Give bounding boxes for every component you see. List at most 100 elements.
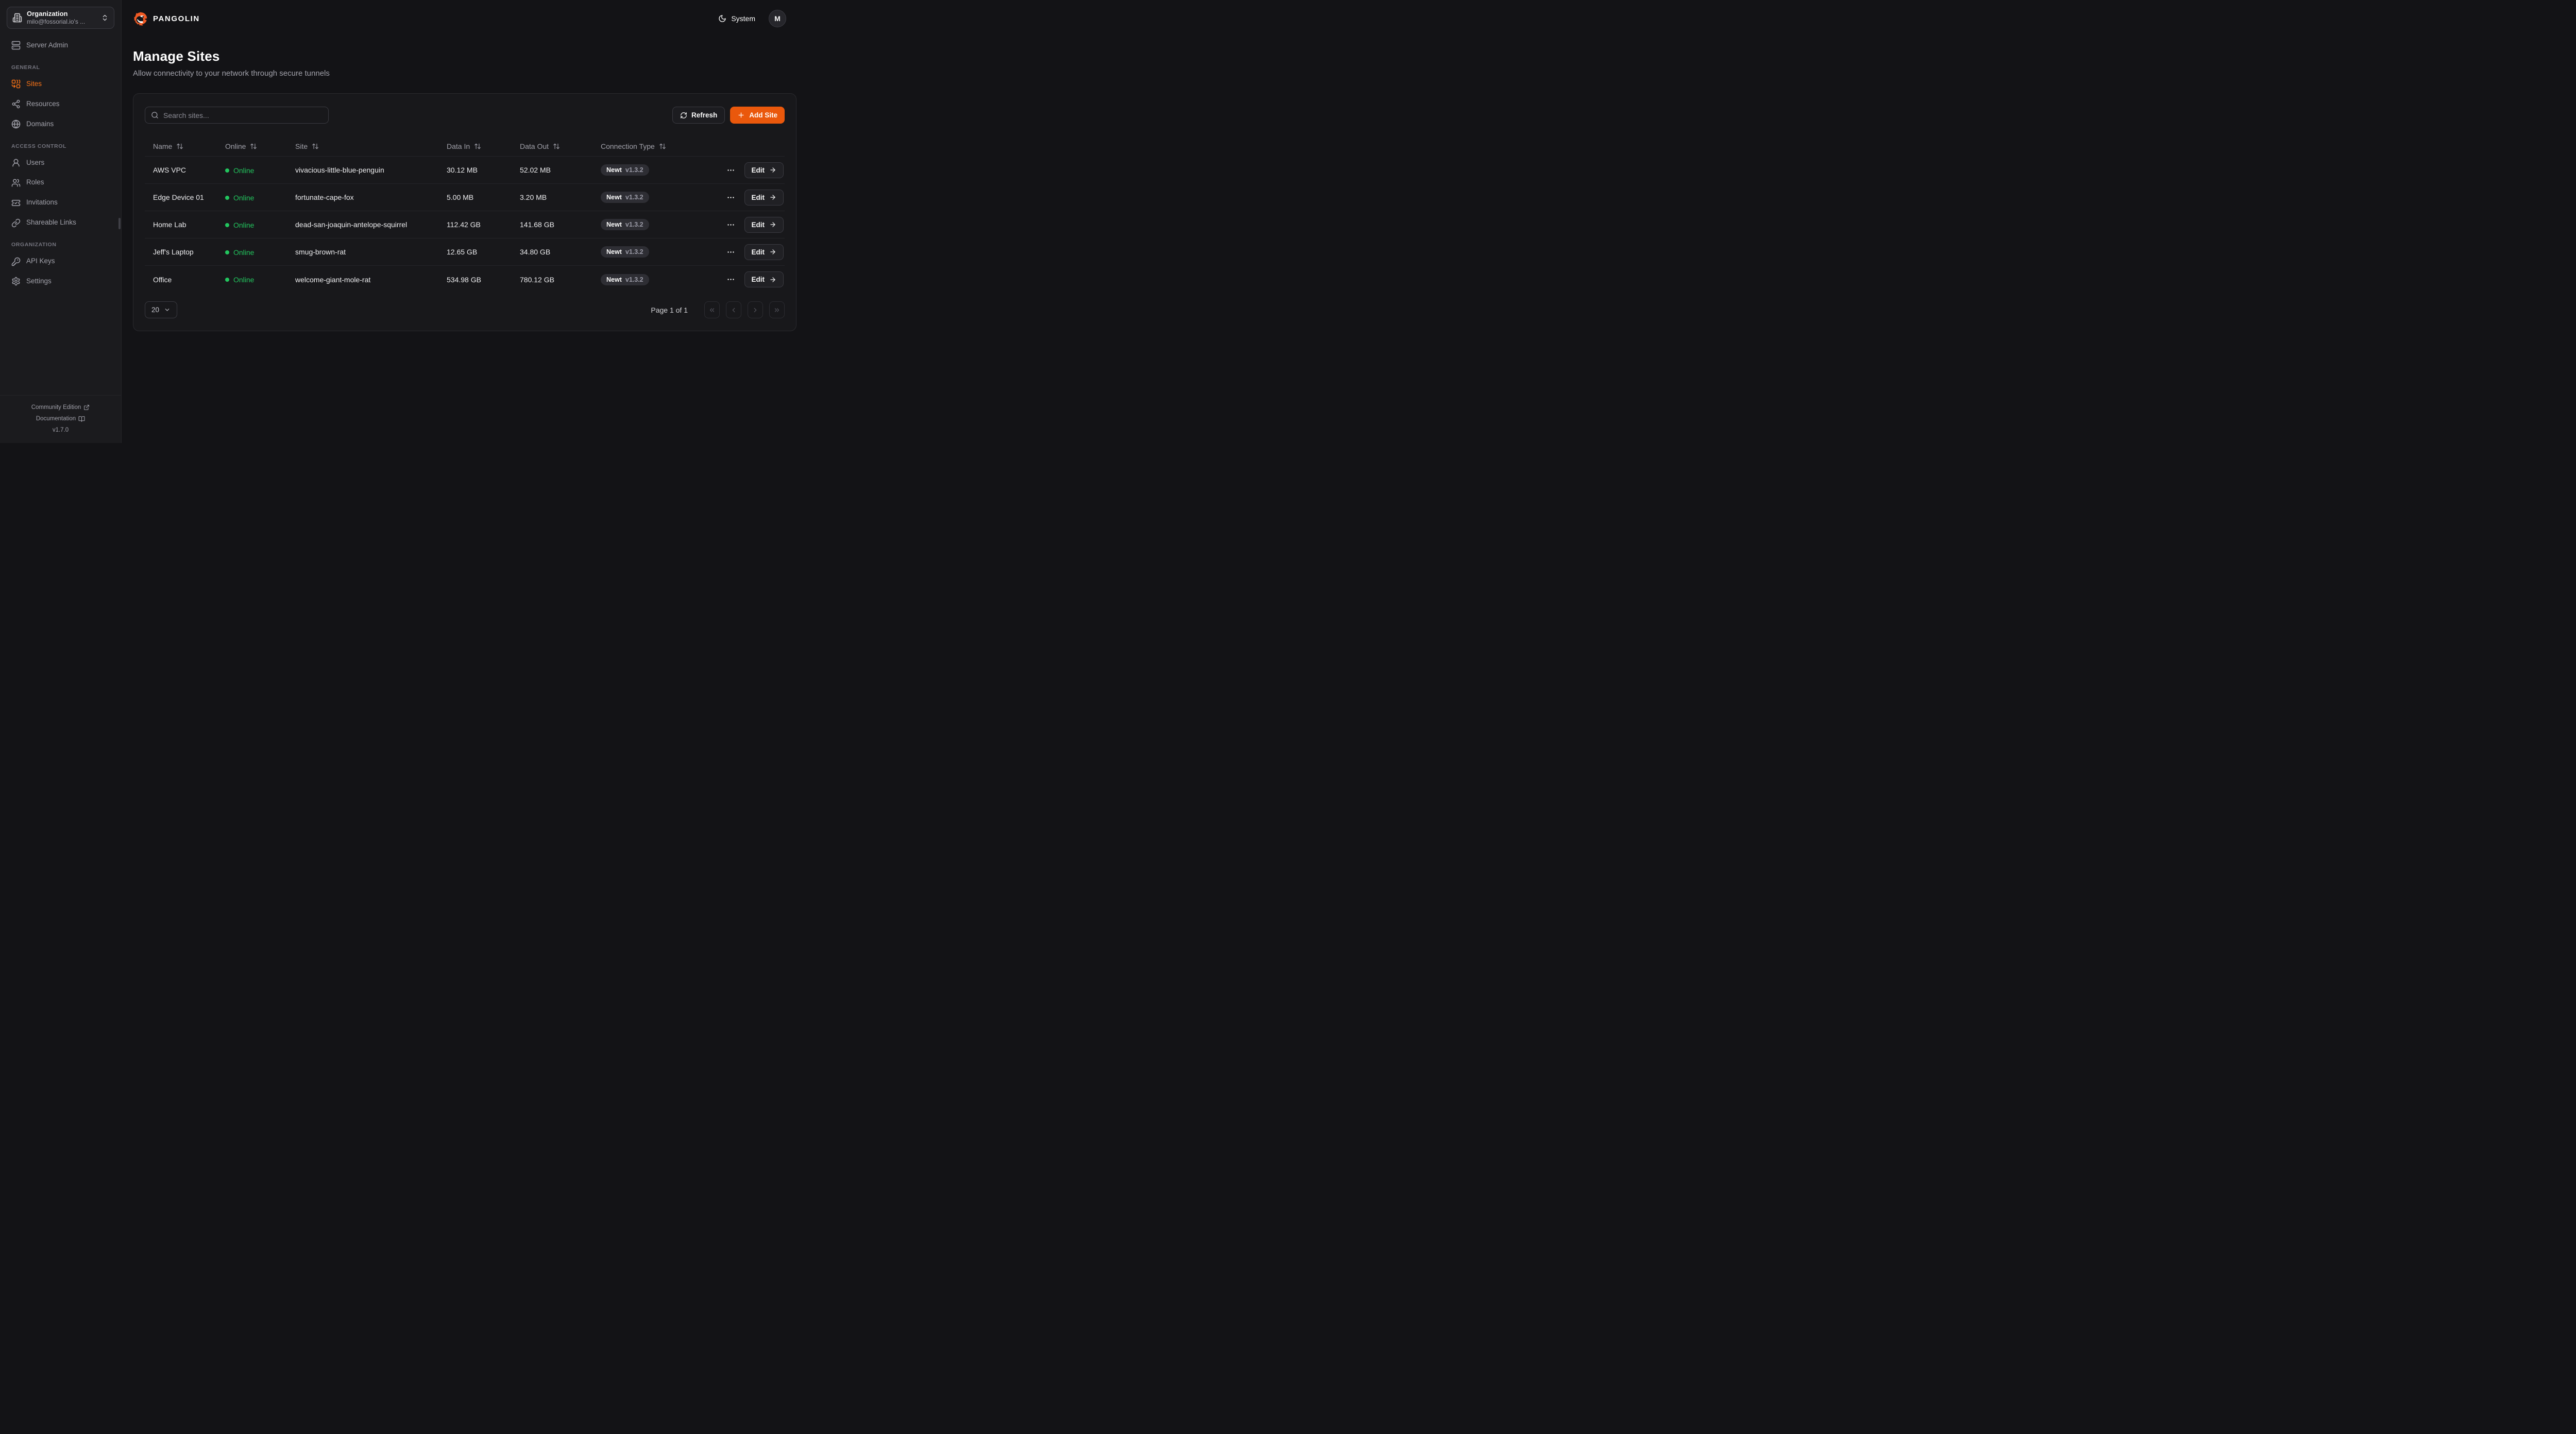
row-menu-button[interactable]: [724, 164, 737, 177]
org-switcher[interactable]: Organization milo@fossorial.io's ...: [7, 7, 114, 29]
table-row: Home Lab Online dead-san-joaquin-antelop…: [145, 211, 785, 238]
connection-name: Newt: [606, 248, 622, 255]
status-badge: Online: [233, 193, 255, 202]
documentation-link[interactable]: Documentation: [36, 413, 85, 424]
site-slug: fortunate-cape-fox: [295, 193, 354, 201]
plus-icon: [737, 111, 745, 119]
org-subtitle: milo@fossorial.io's ...: [27, 18, 86, 26]
connection-version: v1.3.2: [625, 166, 643, 174]
documentation-label: Documentation: [36, 416, 76, 422]
org-title: Organization: [27, 9, 68, 18]
page-size-select[interactable]: 20: [145, 301, 178, 318]
sidebar-item-sites[interactable]: Sites: [7, 77, 114, 92]
sidebar-item-resources[interactable]: Resources: [7, 97, 114, 112]
column-header-data-out[interactable]: Data Out: [520, 142, 560, 150]
theme-toggle[interactable]: System: [718, 14, 755, 23]
connection-version: v1.3.2: [625, 221, 643, 228]
ellipsis-icon: [726, 248, 735, 257]
sort-icon: [553, 143, 560, 150]
refresh-icon: [680, 112, 687, 119]
sites-card: Refresh Add Site Name Online Site Data I…: [133, 93, 796, 331]
brand: PANGOLIN: [133, 11, 200, 26]
building-icon: [12, 13, 22, 23]
add-site-button[interactable]: Add Site: [730, 107, 785, 124]
link-icon: [11, 218, 21, 228]
edit-button[interactable]: Edit: [744, 216, 784, 233]
row-menu-button[interactable]: [724, 191, 737, 204]
sidebar-item-domains[interactable]: Domains: [7, 117, 114, 132]
sidebar-item-label: Server Admin: [26, 41, 69, 49]
next-page-button[interactable]: [748, 301, 763, 318]
globe-icon: [11, 120, 21, 129]
row-menu-button[interactable]: [724, 218, 737, 231]
search-input[interactable]: [163, 111, 323, 120]
ellipsis-icon: [726, 275, 735, 284]
column-header-name[interactable]: Name: [153, 142, 183, 150]
version-label: v1.7.0: [52, 427, 69, 433]
sidebar-item-label: Sites: [26, 79, 42, 88]
status-badge: Online: [233, 220, 255, 229]
chevron-right-icon: [752, 306, 759, 314]
data-in-value: 12.65 GB: [447, 248, 478, 256]
users-icon: [11, 178, 21, 187]
sidebar-item-api-keys[interactable]: API Keys: [7, 254, 114, 269]
sidebar-item-label: Invitations: [26, 198, 58, 207]
column-header-data-in[interactable]: Data In: [447, 142, 481, 150]
edit-label: Edit: [751, 276, 765, 283]
column-label: Connection Type: [601, 142, 655, 150]
sort-icon: [474, 143, 481, 150]
prev-page-button[interactable]: [726, 301, 741, 318]
edit-button[interactable]: Edit: [744, 244, 784, 260]
row-menu-button[interactable]: [724, 246, 737, 259]
arrow-right-icon: [769, 166, 776, 174]
connection-name: Newt: [606, 166, 622, 174]
book-open-icon: [78, 416, 85, 422]
avatar[interactable]: M: [769, 10, 786, 27]
site-slug: vivacious-little-blue-penguin: [295, 166, 384, 174]
ellipsis-icon: [726, 193, 735, 202]
data-in-value: 112.42 GB: [447, 220, 481, 229]
online-dot: [225, 195, 229, 200]
data-out-value: 52.02 MB: [520, 166, 551, 174]
sidebar-item-server-admin[interactable]: Server Admin: [7, 38, 114, 53]
sidebar-scrollbar-thumb[interactable]: [118, 218, 121, 229]
sidebar-item-label: Settings: [26, 277, 52, 285]
column-label: Data In: [447, 142, 470, 150]
sidebar-item-label: Shareable Links: [26, 218, 76, 227]
refresh-button[interactable]: Refresh: [672, 107, 725, 124]
column-header-online[interactable]: Online: [225, 142, 257, 150]
gear-icon: [11, 277, 21, 286]
online-dot: [225, 223, 229, 227]
table-header-row: Name Online Site Data In Data Out Connec…: [145, 136, 785, 157]
status-badge: Online: [233, 166, 255, 175]
site-slug: welcome-giant-mole-rat: [295, 275, 371, 284]
connection-type-badge: Newt v1.3.2: [601, 164, 649, 176]
edit-button[interactable]: Edit: [744, 162, 784, 178]
arrow-right-icon: [769, 248, 776, 255]
chevron-down-icon: [164, 306, 171, 313]
last-page-button[interactable]: [769, 301, 785, 318]
row-menu-button[interactable]: [724, 273, 737, 286]
chevrons-left-icon: [708, 306, 716, 314]
community-edition-link[interactable]: Community Edition: [31, 402, 90, 413]
column-header-site[interactable]: Site: [295, 142, 319, 150]
sidebar-item-invitations[interactable]: Invitations: [7, 195, 114, 210]
edit-button[interactable]: Edit: [744, 271, 784, 287]
sidebar-item-shareable-links[interactable]: Shareable Links: [7, 215, 114, 230]
user-icon: [11, 158, 21, 167]
edit-button[interactable]: Edit: [744, 189, 784, 206]
first-page-button[interactable]: [704, 301, 720, 318]
brand-wordmark: PANGOLIN: [153, 14, 200, 23]
site-name: Home Lab: [153, 220, 187, 229]
sort-icon: [312, 143, 319, 150]
online-dot: [225, 168, 229, 173]
connection-type-badge: Newt v1.3.2: [601, 274, 649, 285]
column-label: Name: [153, 142, 173, 150]
sidebar-item-roles[interactable]: Roles: [7, 175, 114, 190]
column-header-connection-type[interactable]: Connection Type: [601, 142, 666, 150]
connection-version: v1.3.2: [625, 248, 643, 255]
edit-label: Edit: [751, 220, 765, 229]
sidebar-item-users[interactable]: Users: [7, 156, 114, 170]
ticket-check-icon: [11, 198, 21, 208]
sidebar-item-settings[interactable]: Settings: [7, 274, 114, 289]
